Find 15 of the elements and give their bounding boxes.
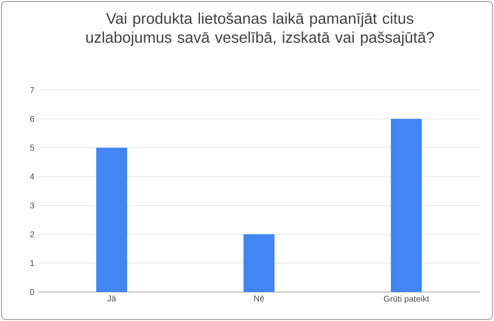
x-tick-label: Grūti pateikt [384,296,430,304]
y-tick-label: 4 [30,174,34,180]
y-tick-label: 2 [30,231,34,238]
y-tick-label: 1 [30,260,34,266]
chart-title: Vai produkta lietošanas laikā pamanījāt citus uzlabojumus savā veselībā, izskatā vai pašsajūtā? [86,12,434,46]
bar [244,234,274,292]
x-tick-label: Nē [254,296,264,302]
y-tick-label: 7 [30,87,34,93]
y-tick-label: 0 [30,289,34,295]
y-tick-label: 3 [30,202,34,208]
y-tick-label: 5 [30,144,34,151]
y-tick-label: 6 [30,116,34,122]
bar [390,118,422,292]
x-tick-label: Jā [107,296,116,302]
bar [96,148,128,292]
